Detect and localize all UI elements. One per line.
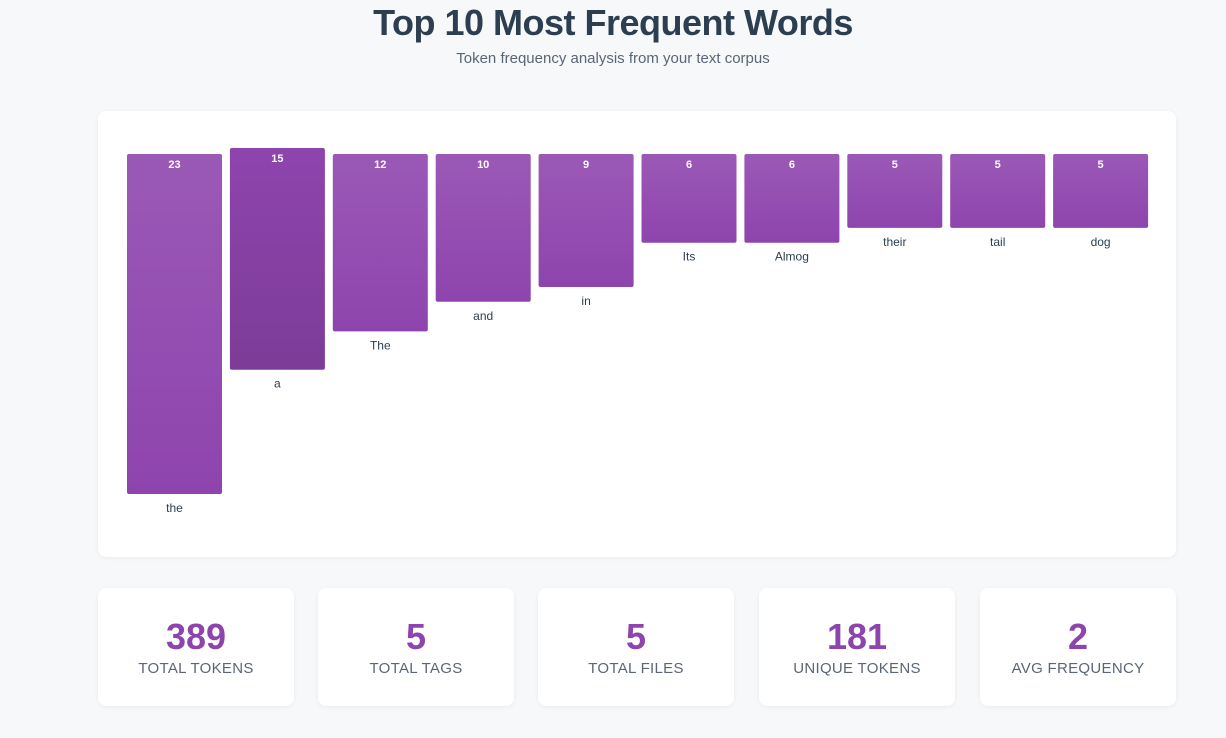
bar-their[interactable] <box>847 154 943 228</box>
bar-category-label: a <box>274 377 281 391</box>
bar-its[interactable] <box>641 154 737 243</box>
bar-category-label: The <box>370 338 391 352</box>
bar-the[interactable] <box>332 154 428 332</box>
bar-the[interactable] <box>127 154 222 494</box>
bar-value-label: 12 <box>374 159 386 171</box>
bar-category-label: the <box>166 501 183 515</box>
page-subtitle: Token frequency analysis from your text … <box>456 50 770 67</box>
stat-label: TOTAL TOKENS <box>138 660 254 677</box>
page-title: Top 10 Most Frequent Words <box>373 2 853 43</box>
bar-almog[interactable] <box>744 154 840 243</box>
bar-chart: 23 the 15 a 12 The 10 and 9 in 6 Its 6 Almog 5 their 5 ta… <box>127 148 1149 515</box>
stat-label: TOTAL FILES <box>588 660 684 677</box>
stat-value: 389 <box>165 616 227 657</box>
stat-card-total-tokens: 389 TOTAL TOKENS <box>98 588 294 706</box>
bar-value-label: 15 <box>271 153 283 165</box>
bar-value-label: 5 <box>892 159 898 171</box>
bar-category-label: Almog <box>775 250 809 264</box>
stat-card-total-files: 5 TOTAL FILES <box>538 588 734 706</box>
stat-label: UNIQUE TOKENS <box>793 660 921 677</box>
bar-value-label: 10 <box>477 159 489 171</box>
stat-value: 181 <box>826 616 888 657</box>
bar-value-label: 9 <box>583 159 589 171</box>
bar-value-label: 5 <box>995 159 1001 171</box>
stat-card-avg-frequency: 2 AVG FREQUENCY <box>980 588 1176 706</box>
stats-row: 389 TOTAL TOKENS 5 TOTAL TAGS 5 TOTAL FI… <box>98 588 1176 706</box>
bar-category-label: in <box>581 294 590 308</box>
bar-value-label: 23 <box>168 159 180 171</box>
stat-value: 5 <box>625 616 647 657</box>
stat-value: 5 <box>405 616 427 657</box>
bar-category-label: dog <box>1091 235 1111 249</box>
bar-value-label: 6 <box>789 159 795 171</box>
stat-label: AVG FREQUENCY <box>1011 660 1145 677</box>
bar-category-label: Its <box>683 250 696 264</box>
stat-value: 2 <box>1067 616 1089 657</box>
stat-card-unique-tokens: 181 UNIQUE TOKENS <box>759 588 955 706</box>
bar-and[interactable] <box>435 154 531 302</box>
chart-card: 23 the 15 a 12 The 10 and 9 in 6 Its 6 Almog 5 their 5 ta… <box>98 111 1176 557</box>
bar-in[interactable] <box>538 154 634 287</box>
bar-a[interactable] <box>229 148 325 370</box>
bar-value-label: 5 <box>1098 159 1104 171</box>
bar-value-label: 6 <box>686 159 692 171</box>
bar-dog[interactable] <box>1053 154 1149 228</box>
bar-category-label: tail <box>990 235 1005 249</box>
bar-category-label: their <box>883 235 906 249</box>
bar-category-label: and <box>473 309 493 323</box>
stat-label: TOTAL TAGS <box>369 660 463 677</box>
bar-tail[interactable] <box>950 154 1046 228</box>
stat-card-total-tags: 5 TOTAL TAGS <box>318 588 514 706</box>
